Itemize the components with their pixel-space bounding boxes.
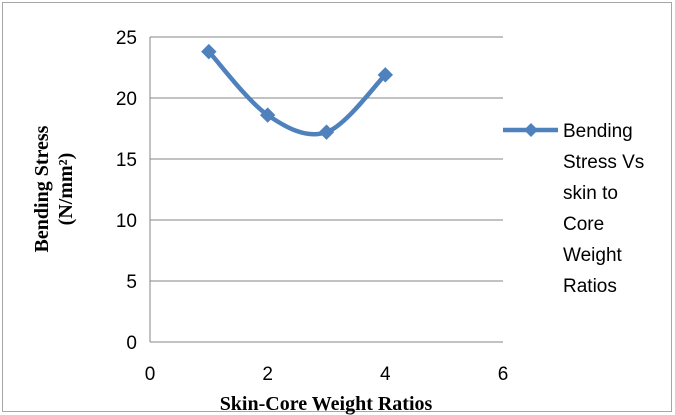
gridlines: [149, 36, 503, 343]
y-tick-15: 15: [116, 150, 137, 171]
y-axis-title-line-1: Bending Stress: [31, 125, 53, 252]
x-tick-4: 4: [380, 364, 391, 385]
y-tick-0: 0: [126, 333, 137, 354]
legend-label-line-2: Stress Vs: [563, 152, 644, 173]
legend: Bending Stress Vs skin to Core Weight Ratios: [503, 121, 644, 297]
data-point-3: [318, 124, 335, 140]
legend-label-line-5: Weight: [563, 245, 623, 266]
legend-marker: [524, 123, 538, 137]
data-point-4: [377, 67, 394, 83]
y-axis-title: Bending Stress (N/mm²): [31, 125, 77, 252]
y-tick-25: 25: [116, 28, 137, 49]
y-tick-5: 5: [126, 272, 137, 293]
x-tick-2: 2: [262, 364, 273, 385]
x-tick-labels: 0 2 4 6: [145, 364, 509, 385]
y-tick-10: 10: [116, 211, 137, 232]
data-point-1: [201, 43, 217, 60]
y-tick-20: 20: [116, 89, 137, 110]
series-markers: [201, 43, 394, 140]
legend-label-line-6: Ratios: [563, 276, 617, 297]
series-line: [207, 50, 387, 137]
legend-label-line-4: Core: [563, 214, 604, 235]
x-tick-6: 6: [498, 364, 509, 385]
legend-label-line-1: Bending: [563, 121, 633, 142]
x-tick-0: 0: [145, 364, 156, 385]
legend-label-line-3: skin to: [563, 183, 618, 204]
y-axis-title-line-2: (N/mm²): [55, 153, 77, 226]
data-point-2: [259, 107, 276, 123]
x-axis-title: Skin-Core Weight Ratios: [220, 393, 433, 415]
y-tick-labels: 0 5 10 15 20 25: [116, 28, 137, 354]
